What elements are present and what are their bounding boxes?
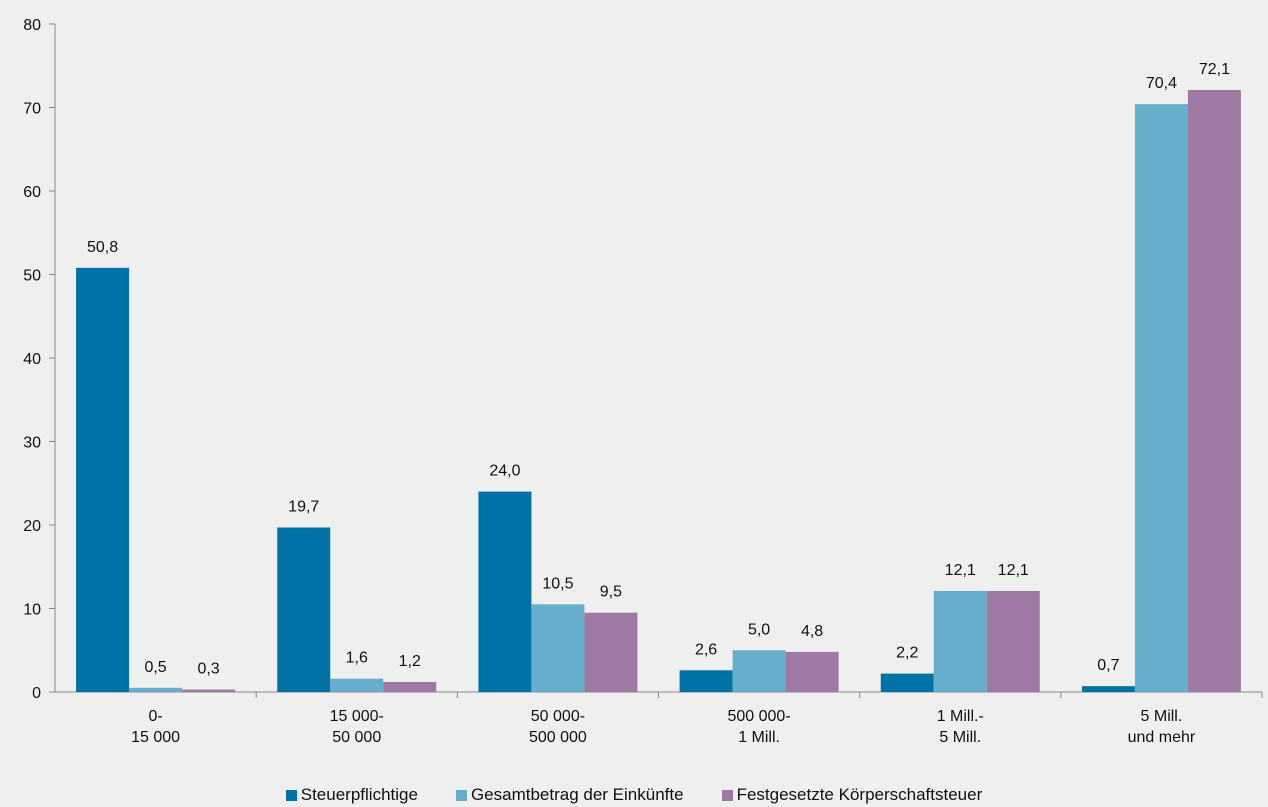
y-tick-label: 10 [23, 602, 41, 619]
data-label: 9,5 [600, 584, 622, 601]
x-tick-label: 5 Mill. [939, 729, 981, 746]
x-tick-label: 5 Mill. [1141, 708, 1183, 725]
x-tick-label: 15 000 [131, 729, 180, 746]
legend-item-steuerpflichtige: Steuerpflichtige [285, 785, 418, 805]
data-label: 0,3 [197, 660, 219, 677]
data-label: 0,5 [144, 659, 166, 676]
legend-item-gesamtbetrag: Gesamtbetrag der Einkünfte [455, 785, 684, 805]
y-tick-label: 20 [23, 518, 41, 535]
x-tick-label: 50 000- [531, 708, 585, 725]
y-tick-label: 80 [23, 17, 41, 34]
bar [277, 527, 331, 692]
bar [182, 689, 236, 692]
x-tick-label: 500 000- [727, 708, 790, 725]
data-label: 4,8 [801, 623, 823, 640]
bar [880, 673, 934, 692]
bar [986, 590, 1040, 692]
legend-label: Steuerpflichtige [300, 785, 418, 804]
legend-label: Festgesetzte Körperschaftsteuer [736, 785, 983, 804]
bar [679, 670, 733, 692]
y-tick-label: 70 [23, 101, 41, 118]
data-label: 0,7 [1097, 657, 1119, 674]
data-label: 12,1 [998, 562, 1029, 579]
legend: Steuerpflichtige Gesamtbetrag der Einkün… [0, 785, 1268, 805]
data-label: 2,2 [896, 645, 918, 662]
bar [584, 612, 638, 692]
y-tick-label: 60 [23, 184, 41, 201]
data-label: 19,7 [288, 499, 319, 516]
x-tick-label: 1 Mill.- [937, 708, 984, 725]
legend-label: Gesamtbetrag der Einkünfte [470, 785, 684, 804]
data-label: 70,4 [1146, 75, 1177, 92]
bar [933, 590, 987, 692]
bar [1134, 104, 1188, 692]
x-tick-label: 500 000 [529, 729, 587, 746]
data-label: 24,0 [489, 463, 520, 480]
x-tick-label: 15 000- [330, 708, 384, 725]
bar [1081, 686, 1135, 692]
legend-swatch [285, 789, 297, 801]
bar [732, 650, 786, 692]
x-tick-label: und mehr [1128, 729, 1196, 746]
bar [478, 491, 532, 692]
data-label: 1,6 [346, 650, 368, 667]
x-tick-label: 1 Mill. [738, 729, 780, 746]
data-label: 1,2 [399, 653, 421, 670]
data-label: 10,5 [542, 575, 573, 592]
bar [383, 681, 437, 692]
data-label: 72,1 [1199, 61, 1230, 78]
bar [129, 687, 183, 692]
legend-item-koerperschaftsteuer: Festgesetzte Körperschaftsteuer [721, 785, 983, 805]
legend-swatch [721, 789, 733, 801]
bar [785, 651, 839, 692]
data-label: 50,8 [87, 239, 118, 256]
legend-swatch [455, 789, 467, 801]
bar [330, 678, 384, 692]
data-label: 2,6 [695, 641, 717, 658]
y-tick-label: 40 [23, 351, 41, 368]
x-tick-label: 50 000 [332, 729, 381, 746]
bar [76, 267, 130, 692]
bar [531, 604, 585, 692]
y-tick-label: 30 [23, 435, 41, 452]
data-label: 5,0 [748, 621, 770, 638]
data-label: 12,1 [945, 562, 976, 579]
bar [1187, 89, 1241, 693]
y-tick-label: 0 [32, 685, 41, 702]
x-tick-label: 0- [148, 708, 162, 725]
y-tick-label: 50 [23, 268, 41, 285]
